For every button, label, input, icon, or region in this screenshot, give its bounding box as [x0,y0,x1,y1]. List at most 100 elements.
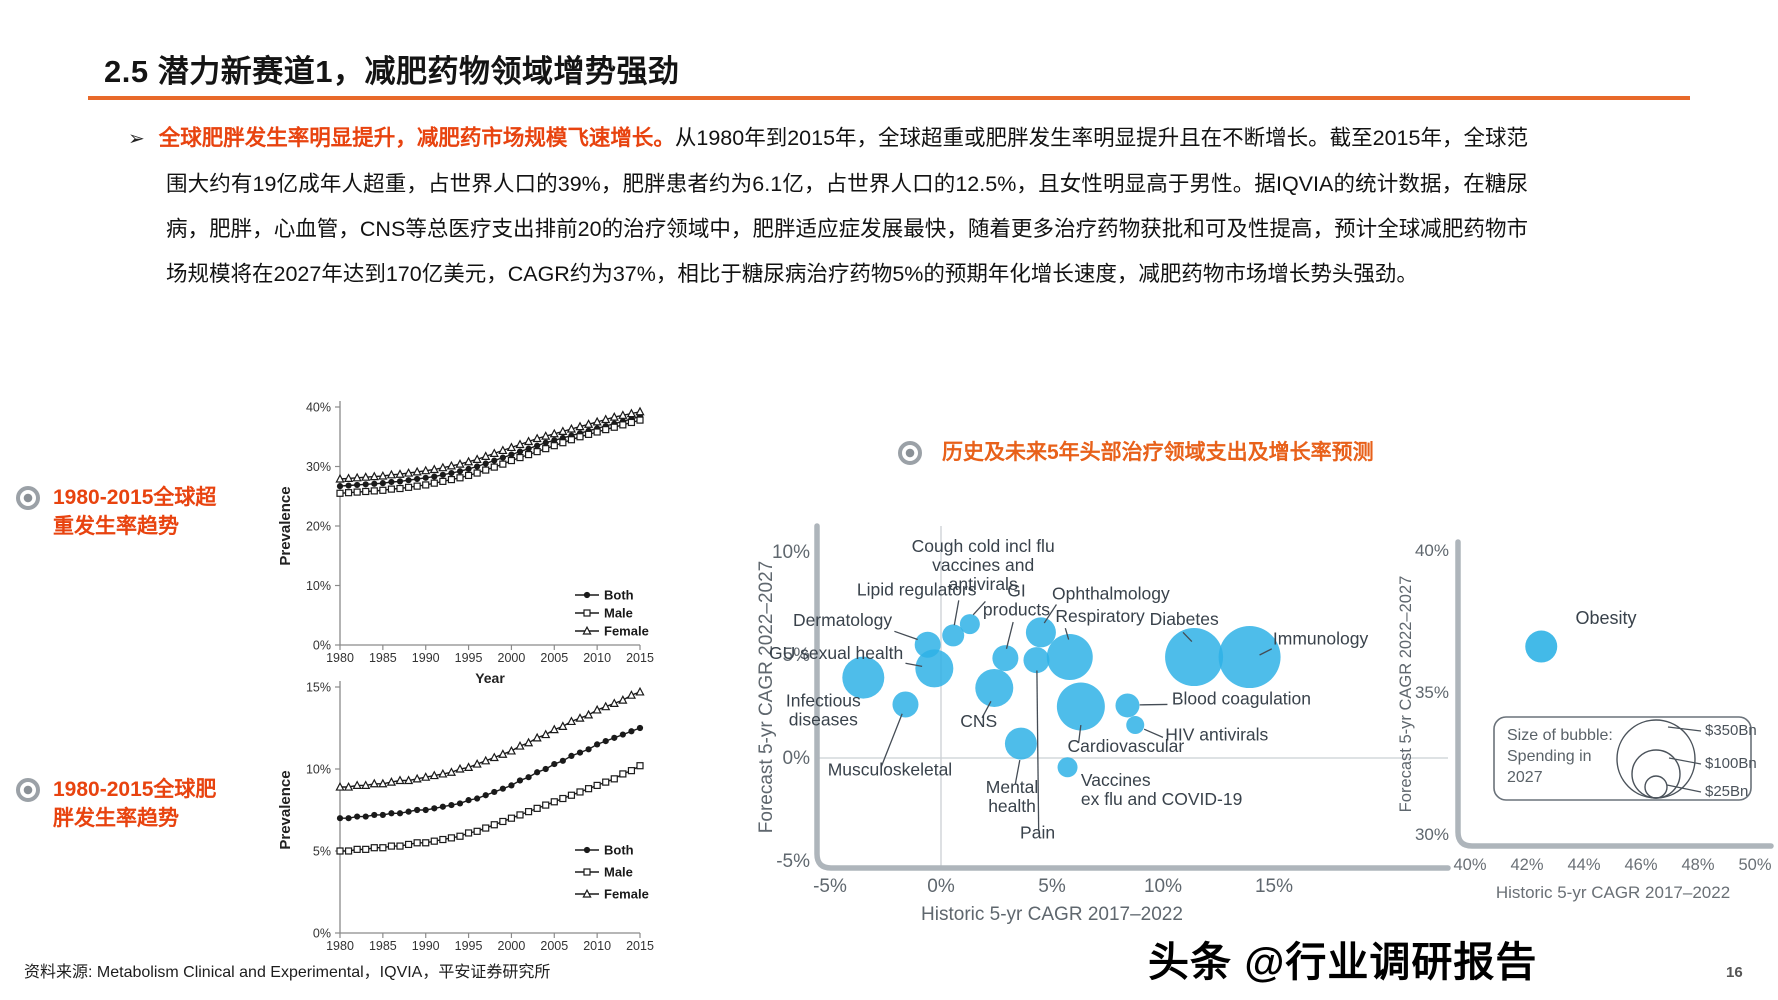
x-tick: 2000 [498,939,526,953]
bubble-blood-coagulation [1115,693,1140,718]
ring-bullet-icon [16,778,40,802]
obesity-forecast-chart: 40%35%30%40% 42% 44% 46% 48% 50%Historic 5-yr… [1397,539,1774,902]
y-axis-label: Prevalence [277,486,294,565]
x-tick: 5% [1038,876,1066,897]
legend-male: Male [575,865,633,880]
x-tick: 2010 [583,939,611,953]
x-tick: 1980 [326,651,354,665]
x-tick: 2005 [540,651,568,665]
label-infectious-diseases: Infectious [786,691,861,711]
label-mental-health: health [988,796,1036,816]
source-note: 资料来源: Metabolism Clinical and Experiment… [24,964,551,981]
bubble-hiv-antivirals [1126,716,1145,735]
label-obesity: Obesity [1575,608,1636,628]
bubble-lipid-regulators [942,624,965,647]
x-tick: 0% [927,876,955,897]
watermark: 头条 @行业调研报告 [1148,939,1538,985]
obesity-chart-caption: 1980-2015全球肥胖发生率趋势 [16,775,237,833]
x-tick: 1995 [455,939,483,953]
bubble-obesity [1525,630,1558,663]
label-cough-cold-incl-flu-vaccines-and-antivirals: Cough cold incl flu [912,536,1055,556]
bubble-ophthalmology [1025,617,1056,648]
obesity-trend-plot: 0% 5% 10% 15% 1980 1985 1990 1995 2000 2005 2010 20… [277,681,654,954]
legend-female: Female [575,887,649,902]
y-tick: 0% [313,639,331,653]
x-tick: -5% [813,876,847,897]
svg-text:Male: Male [604,865,633,880]
arrow-bullet-icon: ➢ [128,128,145,150]
y-tick: 35% [1415,683,1449,702]
legend-size-label: $100Bn [1705,755,1757,772]
label-cough-cold-incl-flu-vaccines-and-antivirals: antivirals [949,574,1018,594]
bubble-chart-title: 历史及未来5年头部治疗领域支出及增长率预测 [942,441,1374,464]
label-dermatology: Dermatology [793,610,892,630]
x-tick: 40% [1453,856,1486,874]
obesity-line-chart: 0% 5% 10% 15% 1980 1985 1990 1995 2000 2005 2010 20… [277,681,654,954]
legend-title: 2027 [1507,769,1543,786]
y-tick: 10% [306,763,331,777]
bubble-vaccines-ex-flu-and-covid-19 [1057,757,1078,778]
y-tick: 15% [306,681,331,695]
axis-frame [1455,539,1774,849]
page-title: 2.5 潜力新赛道1，减肥药物领域增势强劲 [104,54,680,89]
label-mental-health: Mental [986,777,1039,797]
y-tick: 40% [1415,541,1449,560]
bubbles [842,614,1281,778]
therapy-bubble-chart: 10% 5% 0% -5%-5% 0% 5% 10% 15% Historic 5-yr CAG… [756,523,1451,925]
bubble-cardiovascular [1056,682,1105,731]
legend-male: Male [575,606,633,621]
therapy-bubble-plot: 10% 5% 0% -5%-5% 0% 5% 10% 15% Historic 5-yr CAG… [756,523,1451,925]
bubble-size-legend: Size of bubble: Spending in 2027 $350Bn $100… [1493,716,1757,801]
ring-bullet-icon [898,440,922,465]
label-ophthalmology: Ophthalmology [1052,583,1170,603]
legend-size-label: $25Bn [1705,783,1748,800]
bubble-cough-cold-incl-flu-vaccines-and-antivirals [959,614,980,635]
svg-text:Female: Female [604,624,649,639]
x-tick: 42% [1510,856,1543,874]
x-tick: 2010 [583,651,611,665]
label-diabetes: Diabetes [1150,609,1219,629]
x-tick: 1990 [412,939,440,953]
legend-both: Both [575,588,634,603]
bubble-chart-header: 历史及未来5年头部治疗领域支出及增长率预测 [898,436,1374,466]
x-tick: 44% [1567,856,1600,874]
overweight-chart-caption: 1980-2015全球超重发生率趋势 [16,483,237,541]
ring-bullet-icon [16,486,40,510]
svg-text:Female: Female [604,887,649,902]
overweight-line-chart: 0% 10% 20% 30% 40% 1980 1985 1990 1995 2000 2005 20… [277,401,654,687]
y-tick: 30% [306,460,331,474]
bubble-immunology [1218,626,1281,689]
label-gi-products: GI [1007,580,1025,600]
x-tick: 1985 [369,939,397,953]
x-axis-label: Year [475,670,505,686]
label-musculoskeletal: Musculoskeletal [828,760,953,780]
page-number: 16 [1726,964,1743,981]
legend-both: Both [575,843,634,858]
x-tick: 50% [1738,856,1771,874]
x-tick: 2005 [540,939,568,953]
y-tick: 5% [313,845,331,859]
y-tick: 20% [306,520,331,534]
label-infectious-diseases: diseases [789,710,858,730]
y-axis-label: Forecast 5-yr CAGR 2022–2027 [1397,576,1415,813]
series-both [336,724,644,822]
label-respiratory: Respiratory [1055,606,1145,626]
y-tick: 10% [306,579,331,593]
x-tick: 10% [1144,876,1182,897]
legend-title: Size of bubble: [1507,727,1613,744]
series-male [336,762,644,855]
y-axis-label: Prevalence [277,770,294,849]
svg-text:Male: Male [604,606,633,621]
y-tick: 0% [783,748,811,769]
label-hiv-antivirals: HIV antivirals [1165,724,1268,744]
x-tick: 1985 [369,651,397,665]
bubble-cns [975,668,1014,707]
x-tick: 1995 [455,651,483,665]
y-tick: 10% [772,542,810,563]
caption-text: 1980-2015全球肥胖发生率趋势 [53,778,217,830]
x-axis-label: Historic 5-yr CAGR 2017–2022 [921,904,1183,925]
paragraph-highlight: 全球肥胖发生率明显提升，减肥药市场规模飞速增长。 [158,126,675,150]
svg-text:Both: Both [604,843,634,858]
label-vaccines-ex-flu-and-covid-19: Vaccines [1081,770,1151,790]
